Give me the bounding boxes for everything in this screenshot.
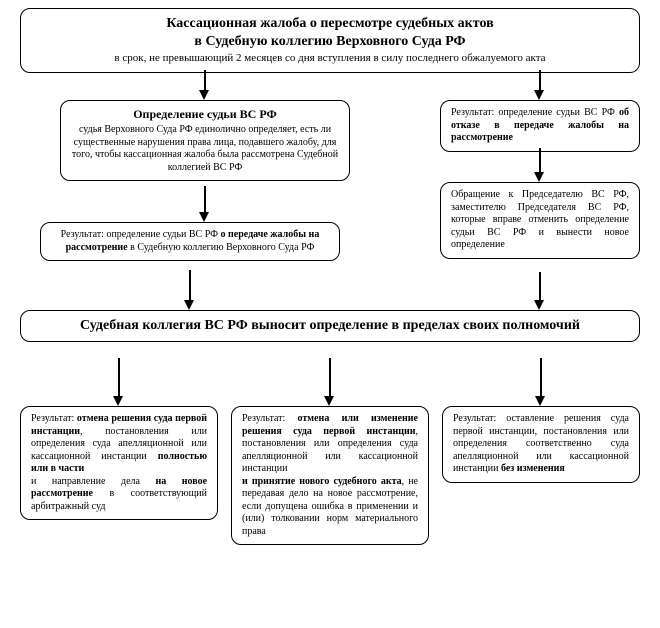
judge-def-title: Определение судьи ВС РФ: [71, 107, 339, 122]
out2-p2a: и принятие нового судебного акта: [242, 476, 402, 487]
outcome-2-p2: и принятие нового судебного акта, не пер…: [242, 476, 418, 539]
out1-p1a: Результат:: [31, 413, 77, 424]
outcome-1-node: Результат: отмена решения суда первой ин…: [20, 406, 218, 520]
out3-p1b: без изменения: [501, 463, 565, 474]
header-node: Кассационная жалоба о пересмотре судебны…: [20, 8, 640, 73]
edge-header-judge-head: [199, 90, 209, 100]
appeal-chair-text: Обращение к Председателю ВС РФ, заместит…: [451, 189, 629, 250]
edge-judge-transfer: [204, 186, 206, 214]
edge-transfer-collegium-head: [184, 300, 194, 310]
transfer-post: в Судебную коллегию Верховного Суда РФ: [128, 242, 315, 253]
edge-header-refusal: [539, 70, 541, 92]
edge-collegium-out2: [329, 358, 331, 398]
outcome-1-p1: Результат: отмена решения суда первой ин…: [31, 413, 207, 476]
outcome-2-p1: Результат: отмена или изменение решения …: [242, 413, 418, 476]
edge-judge-transfer-head: [199, 212, 209, 222]
edge-collegium-out3: [540, 358, 542, 398]
header-sub: в срок, не превышающий 2 месяцев со дня …: [31, 52, 629, 66]
transfer-pre: Результат: определение судьи ВС РФ: [61, 229, 221, 240]
outcome-1-p2: и направление дела на новое рассмотрение…: [31, 476, 207, 514]
edge-collegium-out3-head: [535, 396, 545, 406]
header-title-2: в Судебную коллегию Верховного Суда РФ: [31, 33, 629, 51]
out1-p2a: и направление дела: [31, 476, 155, 487]
collegium-node: Судебная коллегия ВС РФ выносит определе…: [20, 310, 640, 342]
refusal-pre: Результат: определение судьи ВС РФ: [451, 107, 619, 118]
transfer-node: Результат: определение судьи ВС РФ о пер…: [40, 222, 340, 261]
judge-def-node: Определение судьи ВС РФ судья Верховного…: [60, 100, 350, 181]
edge-appeal-collegium-head: [534, 300, 544, 310]
edge-collegium-out1: [118, 358, 120, 398]
header-title-1: Кассационная жалоба о пересмотре судебны…: [31, 15, 629, 33]
edge-header-judge: [204, 70, 206, 92]
edge-collegium-out2-head: [324, 396, 334, 406]
edge-refusal-appeal-head: [534, 172, 544, 182]
edge-refusal-appeal: [539, 148, 541, 174]
edge-transfer-collegium: [189, 270, 191, 302]
edge-header-refusal-head: [534, 90, 544, 100]
judge-def-body: судья Верховного Суда РФ единолично опре…: [71, 124, 339, 174]
outcome-3-node: Результат: оставление решения суда перво…: [442, 406, 640, 483]
out2-p1a: Результат:: [242, 413, 298, 424]
outcome-2-node: Результат: отмена или изменение решения …: [231, 406, 429, 545]
edge-collegium-out1-head: [113, 396, 123, 406]
refusal-node: Результат: определение судьи ВС РФ об от…: [440, 100, 640, 152]
appeal-chair-node: Обращение к Председателю ВС РФ, заместит…: [440, 182, 640, 259]
collegium-title: Судебная коллегия ВС РФ выносит определе…: [80, 318, 580, 333]
edge-appeal-collegium: [539, 272, 541, 302]
